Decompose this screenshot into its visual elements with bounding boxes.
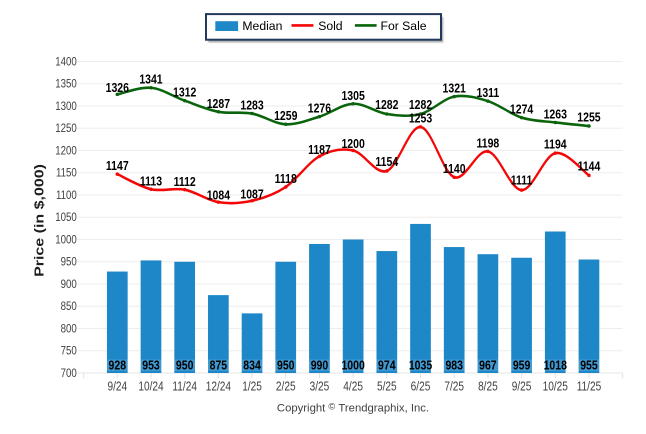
svg-text:1312: 1312 <box>173 85 197 100</box>
svg-text:955: 955 <box>580 357 598 372</box>
svg-text:1311: 1311 <box>477 85 500 100</box>
svg-text:1341: 1341 <box>139 72 163 87</box>
svg-text:5/25: 5/25 <box>377 381 397 394</box>
svg-text:11/24: 11/24 <box>172 381 197 394</box>
svg-text:3/25: 3/25 <box>310 381 330 394</box>
svg-text:6/25: 6/25 <box>411 381 431 394</box>
svg-text:Sold: Sold <box>318 19 342 33</box>
svg-text:1084: 1084 <box>207 188 231 203</box>
svg-text:2/25: 2/25 <box>276 381 296 394</box>
svg-text:1/25: 1/25 <box>242 381 262 394</box>
svg-text:10/24: 10/24 <box>138 381 163 394</box>
svg-text:Copyright © Trendgraphix, Inc.: Copyright © Trendgraphix, Inc. <box>277 401 429 414</box>
svg-text:1113: 1113 <box>140 174 163 189</box>
svg-text:Median: Median <box>242 19 282 33</box>
svg-text:8/25: 8/25 <box>478 381 498 394</box>
svg-text:1154: 1154 <box>375 154 398 169</box>
svg-text:4/25: 4/25 <box>343 381 363 394</box>
svg-text:750: 750 <box>61 345 77 358</box>
svg-text:950: 950 <box>61 256 77 269</box>
svg-text:1283: 1283 <box>240 97 264 112</box>
svg-text:1050: 1050 <box>55 211 77 224</box>
svg-text:1000: 1000 <box>341 357 365 372</box>
svg-text:1282: 1282 <box>409 97 433 112</box>
svg-text:1250: 1250 <box>55 122 77 135</box>
svg-text:1259: 1259 <box>274 108 298 123</box>
svg-text:1035: 1035 <box>409 357 433 372</box>
svg-text:875: 875 <box>210 357 228 372</box>
svg-text:11/25: 11/25 <box>577 381 602 394</box>
svg-text:974: 974 <box>378 357 396 372</box>
svg-text:1400: 1400 <box>55 55 77 68</box>
svg-text:700: 700 <box>61 367 77 380</box>
svg-text:1276: 1276 <box>308 101 332 116</box>
svg-text:12/24: 12/24 <box>206 381 231 394</box>
svg-text:For Sale: For Sale <box>381 19 427 33</box>
svg-text:1198: 1198 <box>477 135 500 150</box>
svg-text:1194: 1194 <box>544 137 567 152</box>
svg-text:900: 900 <box>61 278 77 291</box>
svg-text:1187: 1187 <box>308 142 331 157</box>
svg-text:1282: 1282 <box>375 97 399 112</box>
svg-text:1321: 1321 <box>443 81 467 96</box>
svg-text:850: 850 <box>61 300 77 313</box>
svg-text:1287: 1287 <box>207 96 231 111</box>
svg-text:928: 928 <box>109 357 127 372</box>
svg-text:9/25: 9/25 <box>512 381 532 394</box>
svg-text:834: 834 <box>243 357 261 372</box>
svg-text:1000: 1000 <box>55 233 77 246</box>
svg-text:1274: 1274 <box>510 101 534 116</box>
svg-text:959: 959 <box>513 357 531 372</box>
svg-text:1111: 1111 <box>511 172 533 187</box>
svg-text:1118: 1118 <box>275 171 298 186</box>
svg-text:1305: 1305 <box>341 88 365 103</box>
svg-text:1200: 1200 <box>55 144 77 157</box>
svg-text:950: 950 <box>176 357 194 372</box>
svg-text:1200: 1200 <box>341 136 365 151</box>
svg-text:1087: 1087 <box>240 186 264 201</box>
svg-text:1263: 1263 <box>544 106 568 121</box>
svg-text:990: 990 <box>311 357 329 372</box>
svg-text:950: 950 <box>277 357 295 372</box>
svg-text:1300: 1300 <box>55 100 77 113</box>
svg-text:7/25: 7/25 <box>444 381 464 394</box>
svg-text:1253: 1253 <box>409 110 433 125</box>
svg-text:1112: 1112 <box>174 174 197 189</box>
svg-text:10/25: 10/25 <box>543 381 568 394</box>
svg-text:800: 800 <box>61 322 77 335</box>
svg-text:1144: 1144 <box>578 158 601 173</box>
svg-text:1140: 1140 <box>443 161 466 176</box>
svg-text:1018: 1018 <box>544 357 568 372</box>
svg-text:983: 983 <box>445 357 463 372</box>
svg-text:1326: 1326 <box>106 80 130 95</box>
svg-text:967: 967 <box>479 357 497 372</box>
svg-text:1147: 1147 <box>106 158 129 173</box>
svg-text:1255: 1255 <box>577 109 601 124</box>
svg-text:Price (in $,000): Price (in $,000) <box>33 164 47 277</box>
svg-text:1150: 1150 <box>56 167 77 180</box>
svg-text:953: 953 <box>142 357 160 372</box>
svg-text:1100: 1100 <box>56 189 77 202</box>
svg-text:9/24: 9/24 <box>107 381 127 394</box>
svg-text:1350: 1350 <box>55 78 77 91</box>
